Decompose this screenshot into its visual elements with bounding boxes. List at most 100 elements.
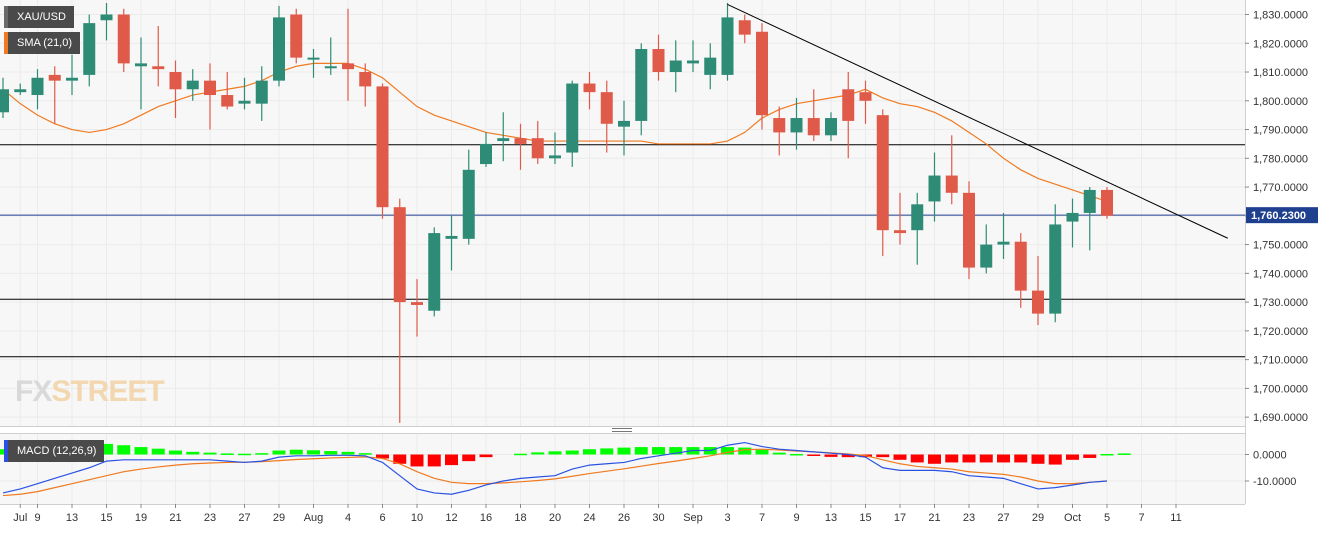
candle-body bbox=[324, 66, 337, 69]
trendline bbox=[727, 3, 1228, 239]
macd-histogram-bar bbox=[721, 447, 734, 455]
legend-macd-swatch bbox=[4, 440, 8, 462]
candle-body bbox=[1083, 189, 1096, 213]
candle-body bbox=[756, 31, 768, 116]
candle-body bbox=[1032, 290, 1044, 314]
macd-histogram-bar bbox=[1117, 453, 1131, 455]
legend-sma[interactable]: SMA (21,0) bbox=[4, 32, 81, 54]
time-axis-tick-label: 4 bbox=[345, 512, 351, 524]
candle-body bbox=[221, 95, 234, 107]
time-axis-tick-label: 9 bbox=[793, 512, 799, 524]
macd-histogram-bar bbox=[117, 445, 131, 455]
macd-line bbox=[2, 441, 1108, 495]
legend-macd[interactable]: MACD (12,26,9) bbox=[4, 440, 105, 462]
candle-body bbox=[980, 244, 993, 268]
pane-resize-handle[interactable] bbox=[612, 428, 632, 432]
legend-sma-swatch bbox=[4, 32, 8, 54]
candle-body bbox=[997, 241, 1010, 245]
candle-body bbox=[928, 175, 941, 202]
candle-body bbox=[83, 23, 96, 75]
price-axis-background bbox=[1245, 0, 1323, 529]
candle-body bbox=[169, 72, 182, 90]
candle-body bbox=[273, 17, 285, 81]
candle-body bbox=[186, 80, 199, 90]
candle-body bbox=[31, 77, 44, 96]
macd-histogram-bar bbox=[393, 454, 407, 464]
macd-histogram-bar bbox=[1014, 454, 1028, 463]
candle-body bbox=[480, 143, 492, 165]
candle-body bbox=[618, 120, 630, 127]
candle-body bbox=[342, 63, 354, 70]
candle-body bbox=[238, 100, 251, 104]
candle-body bbox=[773, 118, 786, 133]
candle-body bbox=[566, 83, 579, 153]
candle-body bbox=[738, 20, 751, 35]
time-axis-tick-label: 15 bbox=[859, 512, 871, 524]
candle-body bbox=[549, 155, 561, 159]
time-axis-tick-label: 16 bbox=[480, 512, 492, 524]
macd-histogram-bar bbox=[272, 450, 286, 455]
price-axis-tick-label: 1,700.0000 bbox=[1253, 383, 1308, 395]
macd-histogram-bar bbox=[1048, 454, 1062, 465]
candle-body bbox=[462, 169, 475, 239]
candle-body bbox=[1014, 241, 1027, 291]
candle-body bbox=[911, 204, 924, 231]
candle-body bbox=[204, 80, 216, 96]
candle-body bbox=[497, 138, 510, 142]
price-axis-tick-label: 1,830.0000 bbox=[1253, 10, 1308, 22]
candle-body bbox=[290, 14, 303, 58]
candle-body bbox=[393, 207, 406, 303]
price-axis-tick-label: 1,730.0000 bbox=[1253, 297, 1308, 309]
candle-body bbox=[945, 175, 958, 193]
macd-histogram-bar bbox=[410, 454, 424, 467]
macd-signal-line bbox=[2, 448, 1108, 497]
candle-body bbox=[66, 77, 78, 81]
macd-histogram-bar bbox=[600, 448, 614, 455]
macd-histogram-bar bbox=[634, 447, 648, 455]
macd-histogram-bar bbox=[928, 454, 941, 464]
last-price-label: 1,760.2300 bbox=[1251, 210, 1306, 222]
macd-histogram-bar bbox=[893, 454, 907, 460]
time-axis-tick-label: 21 bbox=[928, 512, 940, 524]
macd-histogram-bar bbox=[583, 449, 596, 455]
candle-body bbox=[600, 92, 613, 124]
time-axis-tick-label: 11 bbox=[1170, 512, 1181, 524]
macd-histogram-bar bbox=[1100, 453, 1114, 456]
candle-body bbox=[807, 118, 820, 136]
legend-symbol-swatch bbox=[4, 6, 8, 28]
macd-histogram-bar bbox=[307, 450, 320, 455]
macd-histogram-bar bbox=[738, 447, 752, 455]
price-axis-tick-label: 1,820.0000 bbox=[1253, 38, 1308, 50]
legend-symbol[interactable]: XAU/USD bbox=[4, 6, 74, 28]
candle-body bbox=[531, 138, 544, 159]
candle-body bbox=[652, 49, 665, 73]
time-axis-tick-label: 15 bbox=[100, 512, 112, 524]
macd-histogram-bar bbox=[376, 454, 389, 459]
candle-body bbox=[1066, 212, 1079, 222]
legend-symbol-label: XAU/USD bbox=[17, 11, 66, 23]
macd-histogram-bar bbox=[220, 453, 234, 455]
macd-histogram-bar bbox=[134, 447, 148, 455]
fxstreet-watermark-logo: FXSTREET bbox=[15, 375, 165, 408]
time-axis-tick-label: Oct bbox=[1064, 512, 1081, 524]
time-axis-tick-label: Sep bbox=[683, 512, 703, 524]
macd-histogram-bar bbox=[151, 448, 165, 455]
price-axis-tick-label: 1,770.0000 bbox=[1253, 182, 1308, 194]
candle-body bbox=[825, 118, 837, 136]
time-axis-tick-label: 26 bbox=[618, 512, 630, 524]
candle-body bbox=[963, 192, 975, 268]
macd-histogram-bar bbox=[169, 450, 182, 455]
candle-body bbox=[669, 60, 682, 73]
candle-body bbox=[0, 89, 9, 113]
time-axis-tick-label: 12 bbox=[445, 512, 457, 524]
candle-body bbox=[1049, 224, 1062, 314]
legend-sma-label: SMA (21,0) bbox=[17, 37, 73, 49]
macd-histogram-bar bbox=[997, 454, 1010, 463]
time-axis-tick-label: 13 bbox=[825, 512, 837, 524]
time-axis-tick-label: 3 bbox=[724, 512, 730, 524]
time-axis-tick-label: 23 bbox=[204, 512, 216, 524]
macd-histogram-bar bbox=[772, 452, 786, 455]
macd-histogram-bar bbox=[203, 452, 217, 455]
macd-histogram-bar bbox=[427, 454, 441, 467]
